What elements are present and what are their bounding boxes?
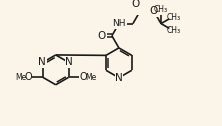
Text: N: N: [65, 57, 73, 67]
Text: O: O: [150, 6, 158, 17]
Text: Me: Me: [85, 73, 96, 82]
Text: CH₃: CH₃: [166, 12, 180, 22]
Text: CH₃: CH₃: [166, 26, 180, 35]
Text: NH: NH: [112, 19, 126, 28]
Text: Me: Me: [15, 73, 26, 82]
Text: CH₃: CH₃: [154, 5, 168, 14]
Text: O: O: [131, 0, 139, 9]
Text: N: N: [38, 57, 46, 67]
Text: N: N: [115, 73, 123, 83]
Text: O: O: [80, 72, 87, 82]
Text: O: O: [24, 72, 32, 82]
Text: O: O: [98, 31, 106, 41]
